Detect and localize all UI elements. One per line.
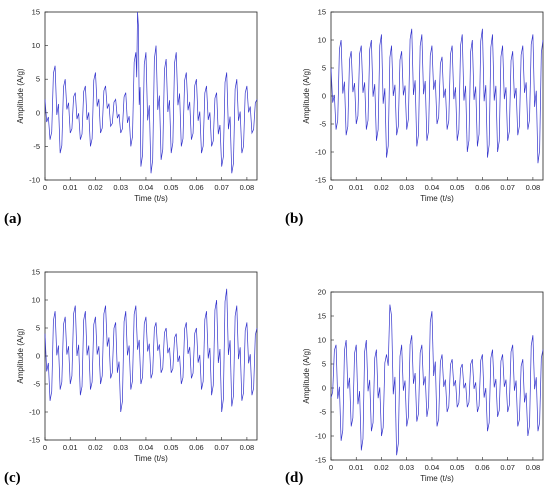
y-tick-label: 10 [318,36,326,45]
x-axis-label: Time (t/s) [134,194,168,203]
x-tick-label: 0.05 [164,183,179,192]
x-tick-label: 0.01 [349,183,364,192]
y-tick-label: -15 [315,456,326,465]
y-tick-label: 10 [32,41,40,50]
series-line [330,304,544,456]
x-axis-label: Time (t/s) [420,194,454,203]
y-tick-label: -10 [315,148,326,157]
series-line [330,28,544,164]
y-tick-label: 15 [32,8,40,17]
x-tick-label: 0.03 [399,463,414,472]
x-tick-label: 0 [329,463,333,472]
x-tick-label: 0.07 [214,183,229,192]
x-tick-label: 0.08 [526,183,541,192]
x-tick-label: 0 [43,443,47,452]
panel-label-d: (d) [285,470,304,486]
chart-panel-d: 0 0.01 0.02 0.03 0.04 0.05 0.06 0.07 0.08 -15 -10 -… [302,288,544,483]
y-tick-label: -10 [29,408,40,417]
plot-area [44,11,258,181]
x-tick-label: 0.06 [189,183,204,192]
y-tick-label: 0 [322,92,326,101]
x-tick-label: 0.04 [139,183,154,192]
y-tick-label: -5 [319,408,326,417]
y-tick-label: -15 [29,436,40,445]
x-tick-label: 0 [43,183,47,192]
x-tick-label: 0.04 [425,183,440,192]
x-tick-label: 0.02 [374,183,389,192]
y-tick-label: 5 [36,75,40,84]
x-tick-label: 0.02 [88,183,103,192]
y-tick-label: 15 [318,312,326,321]
x-tick-label: 0.08 [240,443,255,452]
x-tick-label: 0.05 [450,463,465,472]
y-tick-label: 15 [32,268,40,277]
x-tick-label: 0.08 [240,183,255,192]
x-tick-label: 0.04 [425,463,440,472]
x-tick-label: 0.03 [113,183,128,192]
y-tick-label: 10 [32,296,40,305]
x-tick-label: 0.07 [214,443,229,452]
y-tick-label: -10 [29,176,40,185]
x-tick-label: 0.02 [374,463,389,472]
y-tick-label: 0 [36,352,40,361]
plot-area [330,11,544,181]
panel-label-c: (c) [4,470,21,486]
y-axis-label: Amplitude (A/g) [302,68,311,123]
x-tick-label: 0.01 [63,443,78,452]
x-tick-label: 0.06 [189,443,204,452]
y-tick-label: 0 [322,384,326,393]
y-tick-label: -10 [315,432,326,441]
x-tick-label: 0.04 [139,443,154,452]
panel-label-a: (a) [4,211,22,227]
x-tick-label: 0.01 [349,463,364,472]
y-axis-label: Amplitude (A/g) [16,328,25,383]
y-axis-label: Amplitude (A/g) [302,348,311,403]
y-tick-label: 15 [318,8,326,17]
x-tick-label: 0.05 [450,183,465,192]
x-tick-label: 0.01 [63,183,78,192]
y-tick-label: 0 [36,108,40,117]
plot-area [330,291,544,461]
chart-panel-c: 0 0.01 0.02 0.03 0.04 0.05 0.06 0.07 0.08 -15 -10 -… [16,268,258,463]
x-tick-label: 0.06 [475,463,490,472]
x-tick-label: 0.07 [500,183,515,192]
y-tick-label: -5 [33,142,40,151]
y-tick-label: 5 [36,324,40,333]
series-line [44,11,258,174]
x-tick-label: 0.08 [526,463,541,472]
panel-label-b: (b) [285,211,304,227]
y-tick-label: 10 [318,336,326,345]
y-tick-label: -5 [319,120,326,129]
series-line [44,288,258,413]
chart-panel-a: 0 0.01 0.02 0.03 0.04 0.05 0.06 0.07 0.08 -10 -5 0 5… [16,8,258,203]
x-tick-label: 0.02 [88,443,103,452]
y-tick-label: 20 [318,288,326,297]
x-tick-label: 0.05 [164,443,179,452]
x-tick-label: 0.03 [399,183,414,192]
y-tick-label: -15 [315,176,326,185]
x-axis-label: Time (t/s) [420,474,454,483]
y-tick-label: 5 [322,360,326,369]
x-axis-label: Time (t/s) [134,454,168,463]
y-tick-label: 5 [322,64,326,73]
x-tick-label: 0 [329,183,333,192]
x-tick-label: 0.06 [475,183,490,192]
y-axis-label: Amplitude (A/g) [16,68,25,123]
y-tick-label: -5 [33,380,40,389]
x-tick-label: 0.07 [500,463,515,472]
chart-panel-b: 0 0.01 0.02 0.03 0.04 0.05 0.06 0.07 0.08 -15 -10 -… [302,8,544,203]
x-tick-label: 0.03 [113,443,128,452]
